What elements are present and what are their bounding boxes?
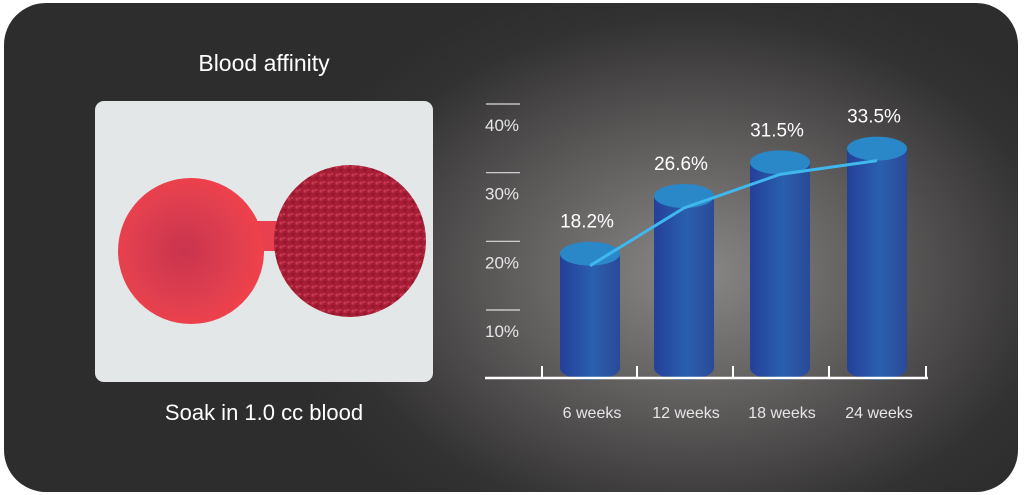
bar xyxy=(654,196,714,380)
bar xyxy=(560,253,620,380)
bar-top xyxy=(847,136,907,161)
x-category-label: 12 weeks xyxy=(652,405,720,422)
x-category-label: 6 weeks xyxy=(563,405,622,422)
trend-line xyxy=(589,159,878,267)
y-tick-label: 40% xyxy=(485,116,519,135)
bar-top xyxy=(750,150,810,175)
bar xyxy=(750,162,810,380)
value-label: 18.2% xyxy=(560,212,614,233)
value-label: 33.5% xyxy=(847,107,901,128)
y-tick-label: 20% xyxy=(485,253,519,272)
value-label: 26.6% xyxy=(654,154,708,175)
blood-absorption-photo xyxy=(95,101,433,382)
bar-top xyxy=(560,241,620,266)
bar xyxy=(847,148,907,380)
photo-caption: Soak in 1.0 cc blood xyxy=(164,400,364,425)
panel-title: Blood affinity xyxy=(198,50,330,76)
value-label: 31.5% xyxy=(750,120,804,141)
bar-top xyxy=(654,184,714,209)
x-category-label: 24 weeks xyxy=(845,405,913,422)
y-tick-label: 30% xyxy=(485,185,519,204)
y-tick-label: 10% xyxy=(485,322,519,341)
x-category-label: 18 weeks xyxy=(748,405,816,422)
